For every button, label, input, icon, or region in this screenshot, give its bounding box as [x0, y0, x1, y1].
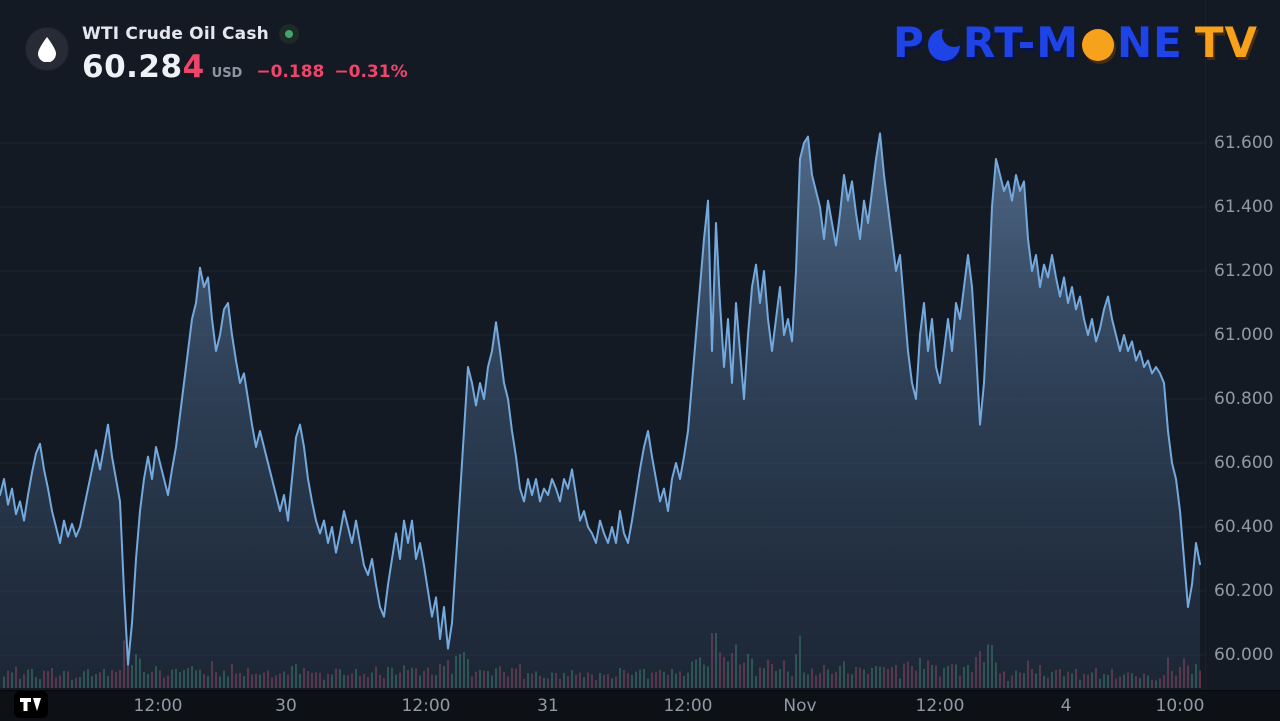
time-axis-label: 30: [275, 696, 297, 716]
time-axis-label: 12:00: [915, 696, 965, 716]
symbol-header: WTI Crude Oil Cash 60.28 4 USD −0.188 −0…: [26, 24, 418, 85]
price-axis-label: 60.200: [1214, 581, 1274, 601]
price-change-abs: −0.188: [256, 62, 325, 82]
price-axis-label: 60.400: [1214, 517, 1274, 537]
logo-text-tv: TV: [1194, 18, 1258, 67]
time-axis-label: 12:00: [663, 696, 713, 716]
time-axis-label: 4: [1060, 696, 1072, 716]
price-change-percent: −0.31%: [334, 62, 408, 82]
time-axis[interactable]: 12:00 30 12:00 31 12:00 Nov 12:00 4 10:00: [0, 690, 1280, 721]
time-axis-label: 12:00: [401, 696, 451, 716]
logo-text-p: P: [893, 18, 925, 67]
price-axis-label: 61.200: [1214, 261, 1274, 281]
tradingview-logo[interactable]: [14, 691, 48, 718]
price-axis-label: 60.600: [1214, 453, 1274, 473]
price-chart-canvas[interactable]: [0, 0, 1280, 690]
price-axis[interactable]: 61.600 61.400 61.200 61.000 60.800 60.600 60.4…: [1205, 0, 1280, 690]
price-series: [0, 132, 1201, 688]
last-price: 60.28: [82, 49, 183, 85]
logo-text-rtm: RT-M: [962, 18, 1079, 67]
symbol-title[interactable]: WTI Crude Oil Cash: [82, 24, 269, 44]
oil-drop-icon: [26, 28, 68, 70]
symbol-header-text: WTI Crude Oil Cash 60.28 4 USD −0.188 −0…: [82, 24, 418, 85]
currency-label: USD: [211, 66, 243, 81]
price-axis-label: 61.600: [1214, 133, 1274, 153]
market-status-icon: [278, 24, 299, 44]
price-axis-label: 61.000: [1214, 325, 1274, 345]
coin-icon: [1082, 29, 1114, 61]
last-price-tick-digit: 4: [182, 49, 205, 85]
price-axis-label: 61.400: [1214, 197, 1274, 217]
time-axis-label: 12:00: [133, 696, 183, 716]
moon-icon: [927, 29, 960, 61]
port-mone-tv-logo: P RT-M NE TV: [893, 22, 1258, 64]
time-axis-label: Nov: [783, 696, 817, 716]
market-open-dot: [284, 30, 293, 38]
logo-text-ne: NE: [1117, 18, 1183, 67]
time-axis-label: 10:00: [1155, 696, 1205, 716]
time-axis-label: 31: [537, 696, 559, 716]
price-axis-label: 60.800: [1214, 389, 1274, 409]
price-axis-label: 60.000: [1214, 645, 1274, 665]
